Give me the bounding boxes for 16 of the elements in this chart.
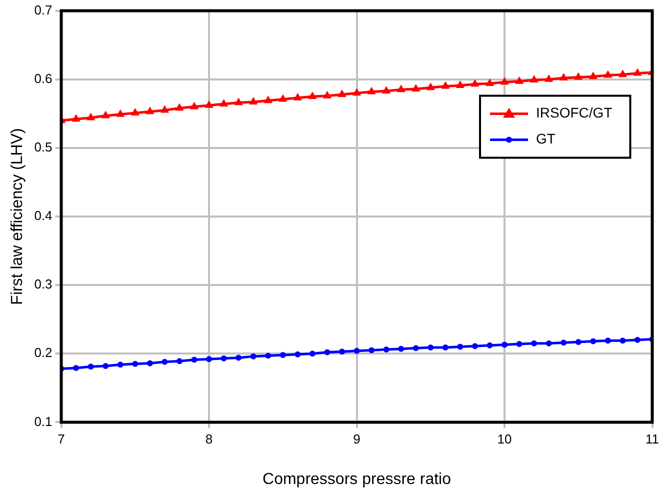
x-tick-label: 7	[58, 432, 65, 447]
y-tick-label: 0.2	[34, 345, 52, 360]
x-tick-label: 9	[353, 432, 360, 447]
y-tick-label: 0.6	[34, 70, 52, 86]
x-tick-label: 10	[497, 432, 512, 447]
x-axis-title: Compressors pressre ratio	[262, 470, 452, 488]
y-tick-label: 0.7	[34, 2, 52, 18]
y-axis-title: First law efficiency (LHV)	[9, 128, 26, 305]
y-tick-label: 0.5	[34, 140, 52, 155]
y-tick-label: 0.4	[34, 208, 52, 224]
y-tick-label: 0.3	[34, 276, 52, 292]
x-tick-label: 11	[646, 432, 659, 447]
x-tick-label: 8	[205, 432, 213, 447]
y-tick-label: 0.1	[34, 414, 52, 429]
legend-label: IRSOFC/GT	[536, 104, 613, 121]
legend-label: GT	[536, 130, 556, 147]
